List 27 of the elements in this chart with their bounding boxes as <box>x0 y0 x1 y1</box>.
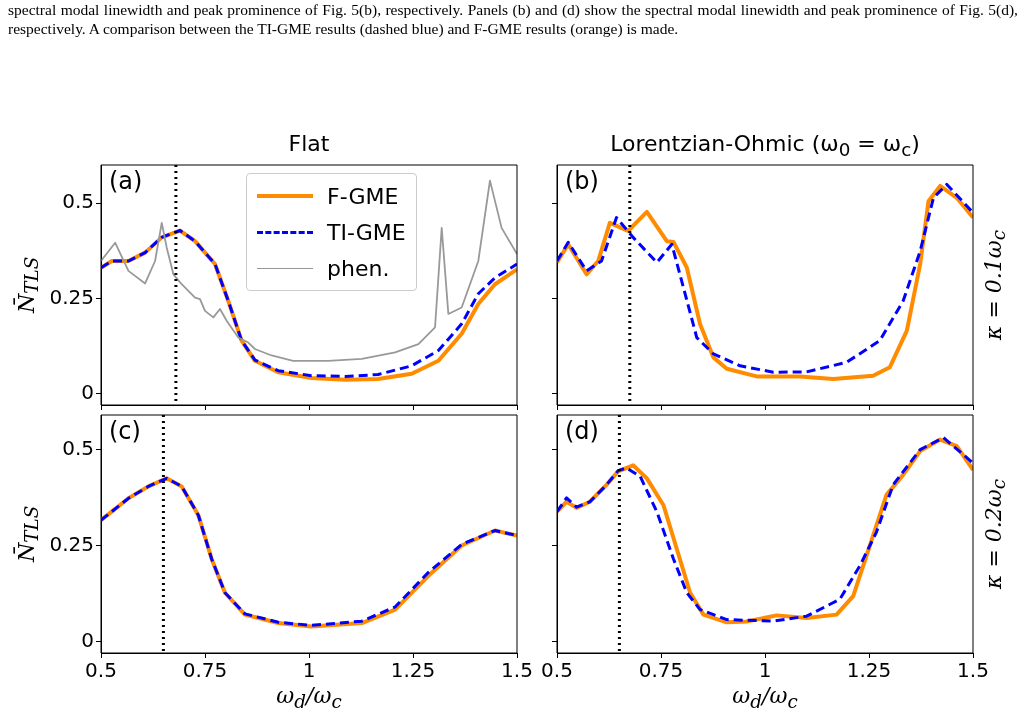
annotation: (d) <box>565 417 599 446</box>
y-tick-label: 0.5 <box>62 435 94 460</box>
x-tick-label: 0.5 <box>541 658 573 683</box>
x-tick-label: 1.25 <box>846 658 892 683</box>
x-tick-label: 0.75 <box>182 658 228 683</box>
annotation: (a) <box>109 167 143 196</box>
chart-title: Lorentzian-Ohmic (ω$_{0}$ = ω$_{c}$) <box>609 131 921 161</box>
annotation: (c) <box>109 417 141 446</box>
x-tick-label: 1 <box>302 658 316 683</box>
chart-title: Flat <box>287 131 331 156</box>
legend-label: F-GME <box>327 183 399 209</box>
y-tick-label: 0 <box>81 627 94 652</box>
y-tick-label: 0 <box>81 379 94 404</box>
y-tick-label: 0.5 <box>62 189 94 214</box>
legend-label: TI-GME <box>327 219 406 245</box>
x-tick-label: 1 <box>758 658 772 683</box>
y-tick-label: 0.25 <box>49 284 94 309</box>
x-axis-title: ω$_{d}$/ω$_{c}$ <box>275 683 343 712</box>
x-axis-title: ω$_{d}$/ω$_{c}$ <box>731 683 799 712</box>
x-tick-label: 1.5 <box>501 658 533 683</box>
x-tick-label: 1.5 <box>957 658 989 683</box>
annotation: (b) <box>565 167 599 196</box>
x-tick-label: 0.75 <box>638 658 684 683</box>
y-tick-label: 0.25 <box>49 531 94 556</box>
legend-label: phen. <box>327 255 390 281</box>
x-tick-label: 1.25 <box>390 658 436 683</box>
text: spectral modal linewidth and peak prominence of Fig. 5(b), respectively. Panels (b) and (d) show the spectral modal linewidth and peak prominence of Fig. 5(d), respectively. A comparison between the TI-GME results (dashed blue) and F-GME results (orange) is made. <box>8 0 1018 38</box>
